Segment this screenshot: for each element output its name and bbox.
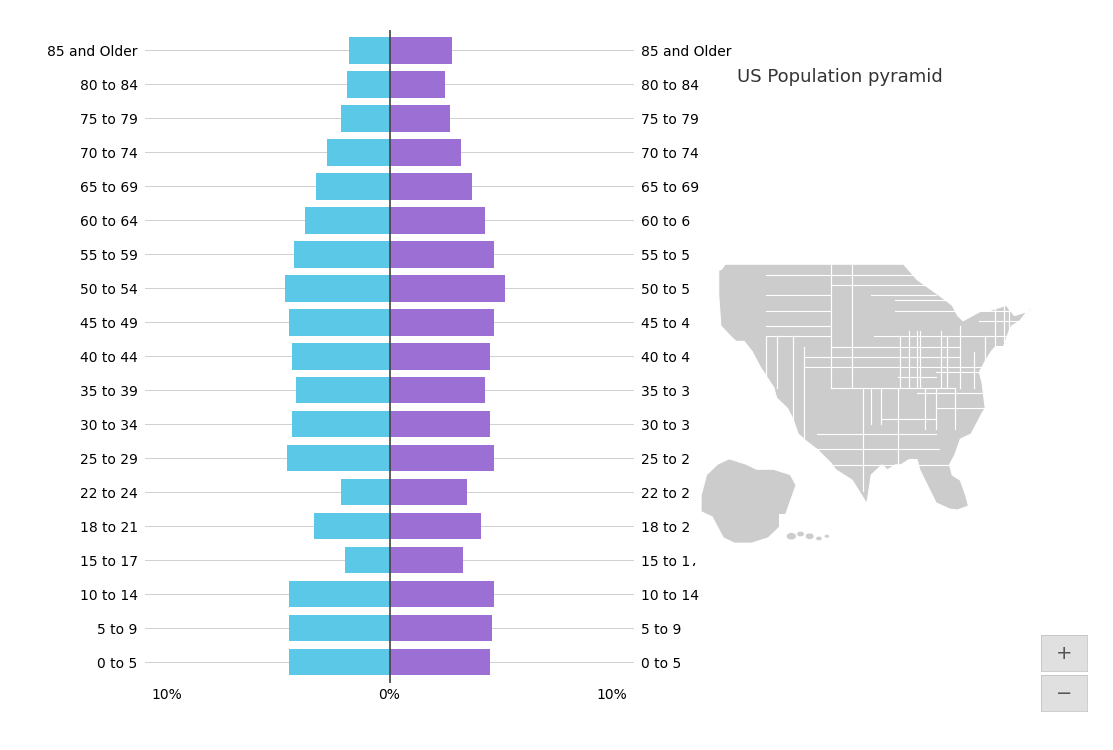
Bar bbox=[390, 411, 490, 437]
Bar bbox=[390, 649, 490, 675]
Circle shape bbox=[787, 532, 796, 540]
Bar bbox=[296, 377, 390, 404]
Bar bbox=[294, 241, 390, 268]
Bar bbox=[327, 139, 390, 166]
Bar bbox=[341, 105, 390, 131]
Bar bbox=[390, 445, 494, 472]
Bar bbox=[390, 71, 445, 98]
Bar bbox=[390, 139, 461, 166]
Bar bbox=[390, 207, 485, 233]
Bar bbox=[390, 377, 485, 404]
Bar bbox=[289, 649, 390, 675]
Bar bbox=[289, 615, 390, 641]
Bar bbox=[345, 547, 390, 574]
Bar bbox=[347, 71, 390, 98]
Text: +: + bbox=[1056, 644, 1072, 663]
Text: −: − bbox=[1056, 683, 1072, 703]
Bar bbox=[289, 581, 390, 608]
Text: US Population pyramid: US Population pyramid bbox=[738, 68, 943, 86]
Bar bbox=[390, 173, 472, 200]
Bar bbox=[390, 479, 467, 506]
Circle shape bbox=[797, 531, 805, 537]
Bar bbox=[316, 173, 390, 200]
Bar bbox=[292, 343, 390, 370]
Bar bbox=[285, 275, 390, 302]
Bar bbox=[292, 411, 390, 437]
Bar bbox=[390, 513, 481, 539]
Bar bbox=[390, 547, 463, 574]
Circle shape bbox=[806, 533, 814, 539]
Bar bbox=[390, 38, 452, 64]
Circle shape bbox=[816, 536, 821, 541]
Bar bbox=[341, 479, 390, 506]
Bar bbox=[289, 309, 390, 335]
Bar bbox=[390, 241, 494, 268]
Bar bbox=[390, 275, 505, 302]
Bar bbox=[349, 38, 390, 64]
Polygon shape bbox=[719, 264, 1031, 510]
Polygon shape bbox=[701, 459, 796, 543]
Bar bbox=[390, 105, 450, 131]
Bar bbox=[390, 581, 494, 608]
Bar bbox=[390, 615, 492, 641]
Bar bbox=[305, 207, 390, 233]
Bar bbox=[390, 309, 494, 335]
Bar bbox=[287, 445, 390, 472]
Circle shape bbox=[825, 535, 829, 538]
Bar bbox=[390, 343, 490, 370]
Bar bbox=[314, 513, 390, 539]
